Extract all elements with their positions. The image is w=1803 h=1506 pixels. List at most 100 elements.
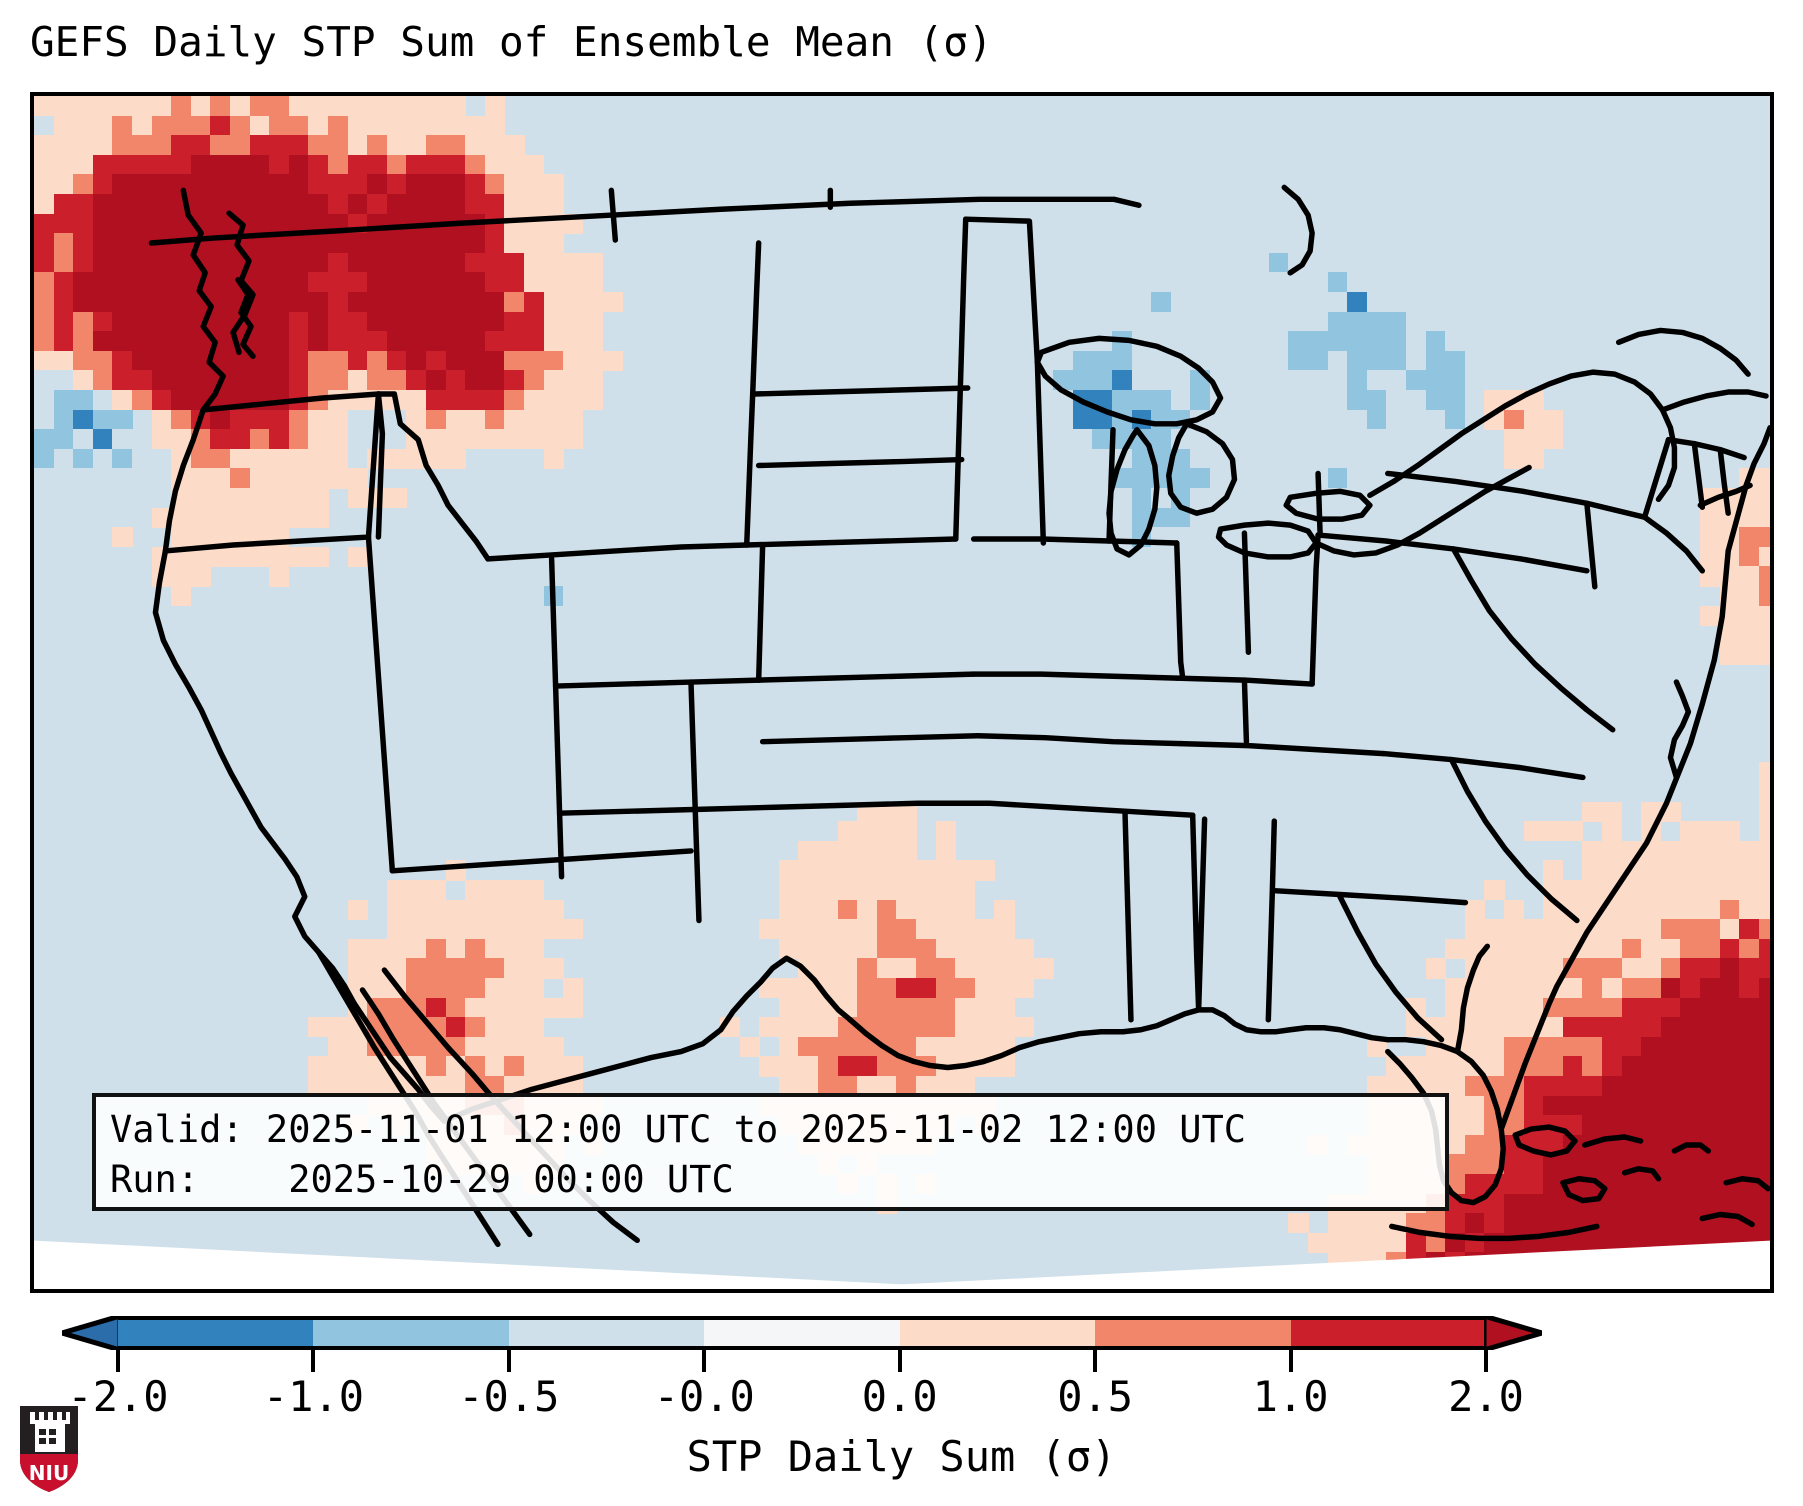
colorbar-band-2 [508, 1320, 705, 1346]
grid-cell [504, 233, 525, 254]
grid-cell [34, 233, 55, 254]
grid-cell [1092, 429, 1113, 450]
colorbar-band-5 [1095, 1320, 1291, 1346]
grid-cell [190, 488, 211, 509]
grid-cell [1366, 272, 1387, 293]
grid-cell [1758, 546, 1770, 567]
grid-cell [132, 96, 153, 117]
grid-cell [1327, 390, 1348, 411]
grid-cell [386, 311, 407, 332]
grid-cell [1386, 448, 1407, 469]
grid-cell [563, 586, 584, 607]
grid-cell [151, 429, 172, 450]
grid-cell [465, 252, 486, 273]
grid-cell [132, 135, 153, 156]
grid-cell [112, 154, 133, 175]
grid-cell [445, 409, 466, 430]
grid-cell [1504, 1292, 1524, 1293]
grid-cell [1504, 429, 1525, 450]
grid-cell [1523, 409, 1544, 430]
grid-cell [504, 252, 525, 273]
grid-cell [112, 292, 133, 313]
grid-cell [171, 527, 192, 548]
grid-cell [1268, 311, 1289, 332]
grid-cell [328, 409, 349, 430]
grid-cell [465, 135, 486, 156]
grid-cell [484, 292, 505, 313]
colorbar-tick-label-6: 1.0 [1252, 1372, 1329, 1421]
grid-cell [132, 272, 153, 293]
grid-cell [543, 409, 564, 430]
grid-cell [132, 292, 153, 313]
grid-cell [328, 233, 349, 254]
colorbar[interactable]: -2.0 -1.0 -0.5 -0.0 0.0 0.5 1.0 2.0 [30, 1312, 1774, 1421]
grid-cell [112, 252, 133, 273]
grid-cell [1739, 586, 1760, 607]
grid-cell [1190, 292, 1211, 313]
grid-cell [386, 96, 407, 117]
grid-cell [210, 311, 231, 332]
grid-cell [1327, 350, 1348, 371]
grid-cell [34, 154, 55, 175]
grid-cell [1210, 468, 1231, 489]
grid-cell [1092, 448, 1113, 469]
grid-cell [73, 252, 94, 273]
grid-cell [269, 409, 290, 430]
grid-cell [1327, 272, 1348, 293]
colorbar-axis-label-text: STP Daily Sum (σ) [686, 1432, 1117, 1481]
grid-cell [190, 154, 211, 175]
grid-cell [73, 96, 94, 117]
grid-cell [347, 174, 368, 195]
colorbar-tick-label-7: 2.0 [1448, 1372, 1524, 1421]
grid-cell [484, 468, 505, 489]
grid-cell [230, 507, 251, 528]
colorbar-tick-label-2: -0.5 [458, 1372, 560, 1421]
grid-cell [1308, 350, 1329, 371]
grid-cell [582, 370, 603, 391]
grid-cell [92, 507, 113, 528]
grid-cell [367, 370, 388, 391]
grid-cell [1288, 350, 1309, 371]
grid-cell [34, 448, 55, 469]
grid-cell [210, 546, 231, 567]
grid-cell [73, 409, 94, 430]
grid-cell [347, 292, 368, 313]
grid-cell [112, 174, 133, 195]
grid-cell [151, 213, 172, 234]
grid-cell [1445, 331, 1466, 352]
grid-cell [524, 566, 545, 587]
grid-cell [1014, 311, 1035, 332]
grid-cell [1112, 488, 1133, 509]
grid-cell [1464, 429, 1485, 450]
grid-cell [53, 429, 74, 450]
grid-cell [230, 135, 251, 156]
grid-cell [1033, 311, 1054, 332]
grid-cell [1092, 311, 1113, 332]
grid-cell [171, 586, 192, 607]
grid-cell [151, 292, 172, 313]
valid-time-line: Valid: 2025-11-01 12:00 UTC to 2025-11-0… [110, 1108, 1247, 1151]
grid-cell [288, 252, 309, 273]
grid-cell [288, 488, 309, 509]
grid-cell [53, 370, 74, 391]
grid-cell [1327, 429, 1348, 450]
map-panel[interactable]: Valid: 2025-11-01 12:00 UTC to 2025-11-0… [30, 92, 1774, 1293]
grid-cell [1268, 331, 1289, 352]
grid-cell [465, 331, 486, 352]
grid-cell [112, 194, 133, 215]
grid-cell [386, 331, 407, 352]
grid-cell [1014, 370, 1035, 391]
grid-cell [1406, 390, 1427, 411]
grid-cell [210, 174, 231, 195]
grid-cell [34, 331, 55, 352]
grid-cell [1288, 272, 1309, 293]
grid-cell [367, 233, 388, 254]
grid-cell [1014, 409, 1035, 430]
grid-cell [132, 390, 153, 411]
grid-cell [288, 409, 309, 430]
grid-cell [328, 331, 349, 352]
grid-cell [1543, 1292, 1563, 1293]
grid-cell [1210, 488, 1231, 509]
grid-cell [386, 370, 407, 391]
grid-cell [308, 429, 329, 450]
